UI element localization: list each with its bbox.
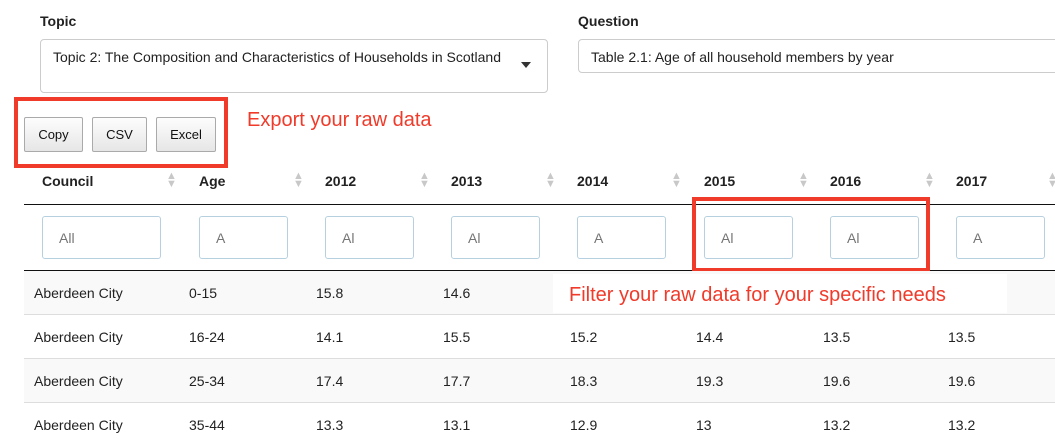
csv-button[interactable]: CSV — [92, 117, 147, 152]
table-row: Aberdeen City 16-24 14.1 15.5 15.2 14.4 … — [24, 315, 1055, 359]
header-divider — [24, 204, 1055, 205]
copy-button[interactable]: Copy — [24, 117, 83, 152]
excel-button[interactable]: Excel — [156, 117, 216, 152]
chevron-down-icon — [521, 62, 531, 68]
cell-age: 25-34 — [189, 373, 225, 389]
cell-council: Aberdeen City — [34, 329, 123, 345]
cell-council: Aberdeen City — [34, 373, 123, 389]
filter-2017-input[interactable] — [956, 216, 1045, 259]
cell-2012: 14.1 — [316, 329, 344, 345]
cell-2014: 12.9 — [570, 417, 598, 433]
filter-highlight-box — [692, 197, 930, 272]
topic-select-value: Topic 2: The Composition and Characteris… — [53, 49, 501, 65]
col-header-2015[interactable]: 2015 — [704, 173, 736, 189]
topic-select[interactable]: Topic 2: The Composition and Characteris… — [40, 39, 548, 93]
cell-2017: 13.2 — [948, 417, 976, 433]
export-highlight-box — [14, 97, 228, 168]
cell-2013: 14.6 — [443, 285, 471, 301]
cell-2013: 17.7 — [443, 373, 471, 389]
cell-council: Aberdeen City — [34, 285, 123, 301]
cell-2012: 15.8 — [316, 285, 344, 301]
cell-2016: 13.2 — [823, 417, 851, 433]
col-header-2013[interactable]: 2013 — [451, 173, 483, 189]
col-header-2012[interactable]: 2012 — [325, 173, 357, 189]
filter-council-input[interactable] — [42, 216, 161, 259]
table-row: Aberdeen City 35-44 13.3 13.1 12.9 13 13… — [24, 403, 1055, 439]
filter-annotation-backdrop — [553, 274, 1007, 313]
table-row: Aberdeen City 25-34 17.4 17.7 18.3 19.3 … — [24, 359, 1055, 403]
sort-icon[interactable]: ▲ ▼ — [293, 170, 304, 190]
cell-2015: 13 — [696, 417, 712, 433]
cell-2015: 14.4 — [696, 329, 724, 345]
cell-2016: 13.5 — [823, 329, 851, 345]
filter-2013-input[interactable] — [451, 216, 540, 259]
cell-2015: 19.3 — [696, 373, 724, 389]
sort-icon[interactable]: ▲ ▼ — [166, 170, 177, 190]
question-select-value: Table 2.1: Age of all household members … — [591, 49, 894, 65]
sort-icon[interactable]: ▲ ▼ — [545, 170, 556, 190]
filter-annotation: Filter your raw data for your specific n… — [569, 284, 946, 306]
cell-2017: 13.5 — [948, 329, 976, 345]
cell-2013: 13.1 — [443, 417, 471, 433]
cell-2014: 18.3 — [570, 373, 598, 389]
question-select[interactable]: Table 2.1: Age of all household members … — [578, 39, 1055, 73]
cell-age: 35-44 — [189, 417, 225, 433]
cell-age: 0-15 — [189, 285, 218, 301]
export-annotation: Export your raw data — [247, 109, 432, 131]
sort-icon[interactable]: ▲ ▼ — [671, 170, 682, 190]
filter-2014-input[interactable] — [577, 216, 666, 259]
col-header-2017[interactable]: 2017 — [956, 173, 988, 189]
cell-2016: 19.6 — [823, 373, 851, 389]
filter-2015-input[interactable] — [704, 216, 793, 259]
filter-age-input[interactable] — [199, 216, 288, 259]
sort-icon[interactable]: ▲ ▼ — [924, 170, 935, 190]
cell-2017: 19.6 — [948, 373, 976, 389]
sort-icon[interactable]: ▲ ▼ — [798, 170, 809, 190]
filter-2012-input[interactable] — [325, 216, 414, 259]
sort-icon[interactable]: ▲ ▼ — [419, 170, 430, 190]
topic-label: Topic — [40, 13, 77, 29]
filter-2016-input[interactable] — [830, 216, 919, 259]
col-header-council[interactable]: Council — [42, 173, 94, 189]
cell-2012: 17.4 — [316, 373, 344, 389]
col-header-age[interactable]: Age — [199, 173, 226, 189]
cell-2013: 15.5 — [443, 329, 471, 345]
cell-age: 16-24 — [189, 329, 225, 345]
cell-2014: 15.2 — [570, 329, 598, 345]
cell-council: Aberdeen City — [34, 417, 123, 433]
col-header-2014[interactable]: 2014 — [577, 173, 609, 189]
cell-2012: 13.3 — [316, 417, 344, 433]
sort-icon[interactable]: ▲ ▼ — [1047, 170, 1055, 190]
filter-divider — [24, 270, 1055, 271]
col-header-2016[interactable]: 2016 — [830, 173, 862, 189]
question-label: Question — [578, 13, 639, 29]
